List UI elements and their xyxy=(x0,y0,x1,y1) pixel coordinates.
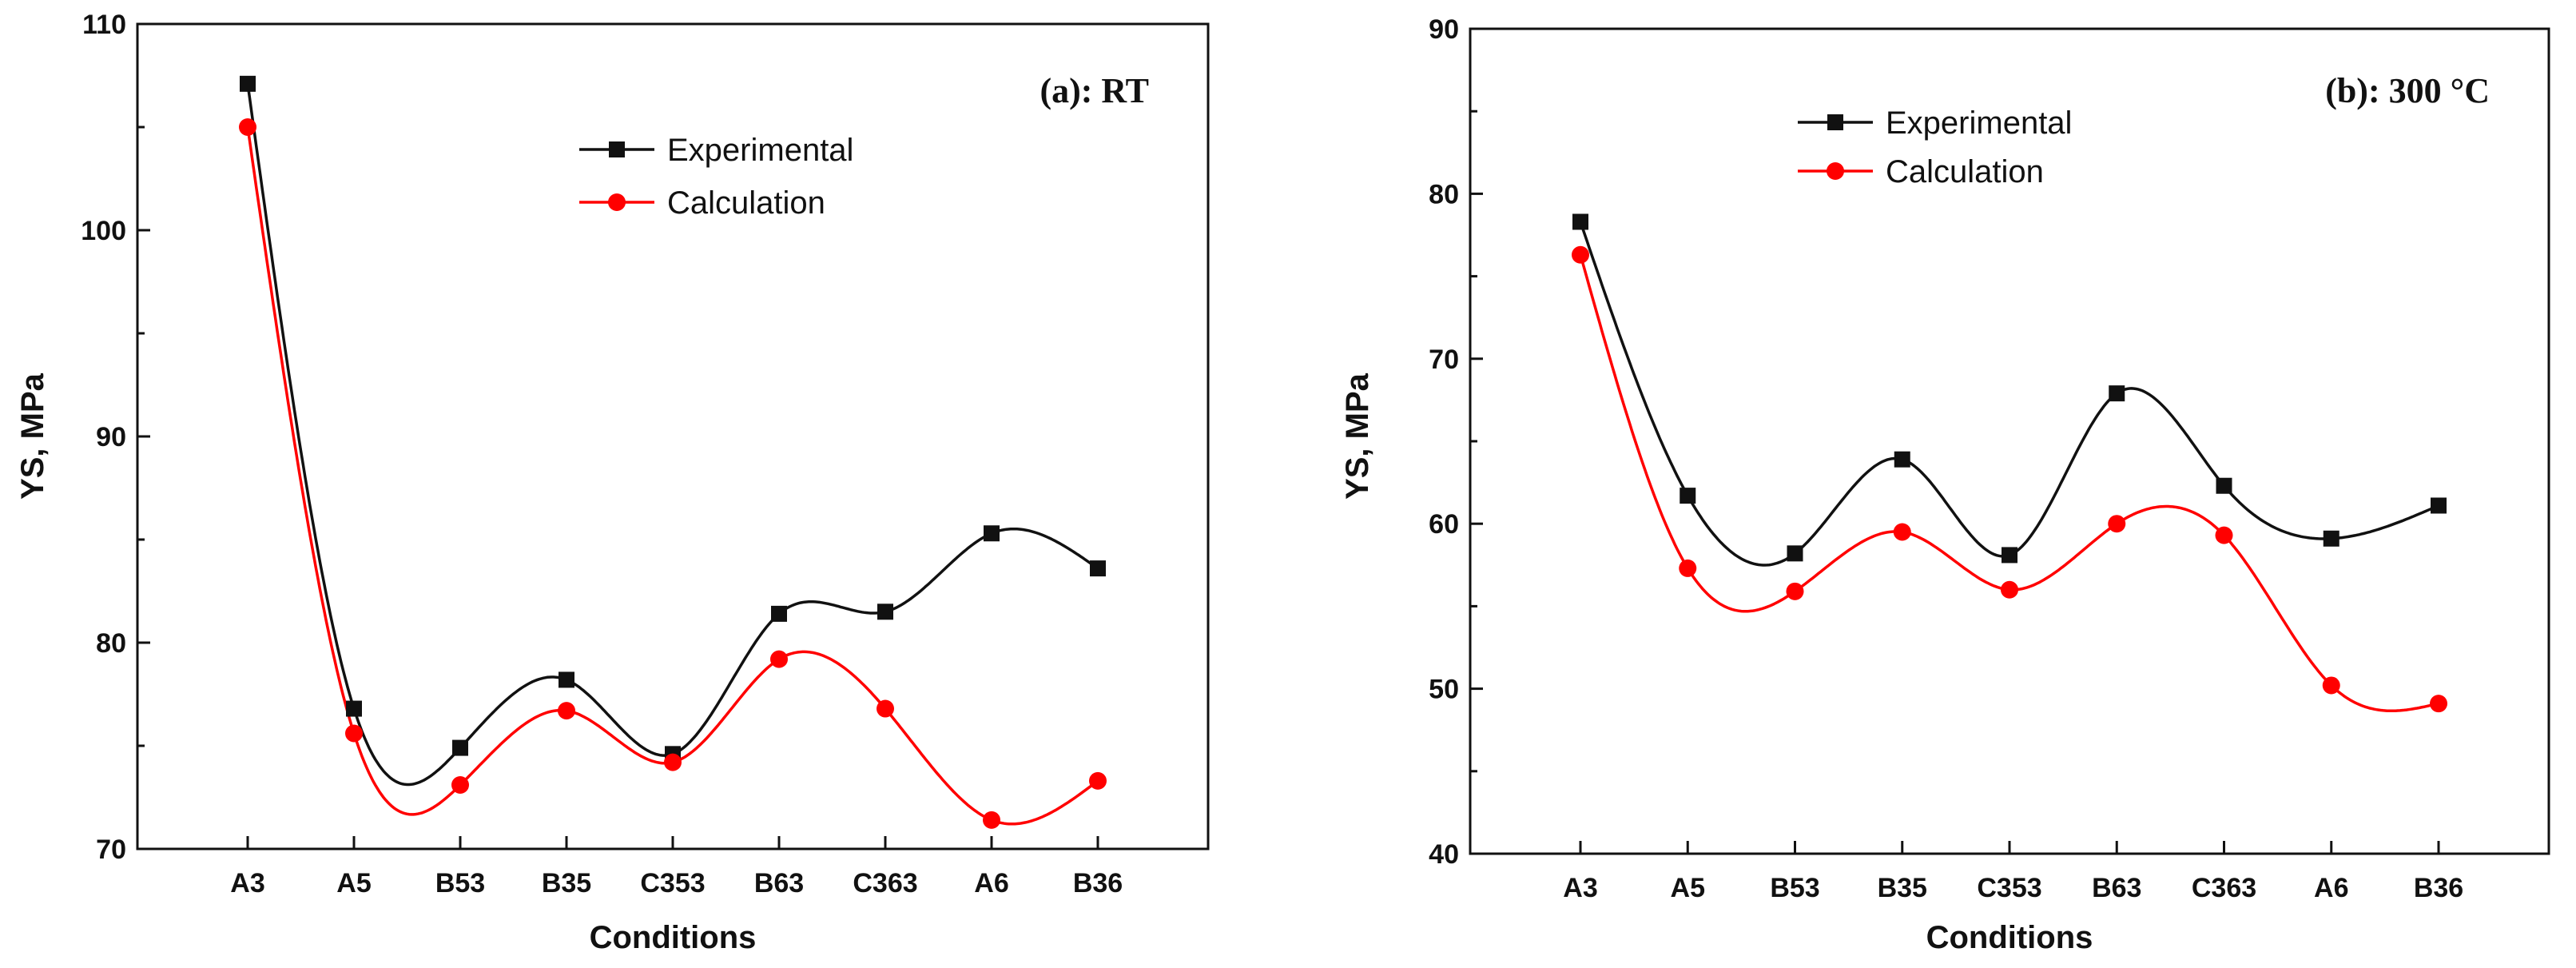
legend-label-calculation: Calculation xyxy=(1886,154,2044,189)
x-tick-label: B53 xyxy=(435,868,485,898)
chart-panel-rt: (a): RT Conditions YS, MPa 70 80 90 100 110 A… xyxy=(15,10,1210,955)
x-tick-label: B63 xyxy=(754,868,804,898)
x-tick-label: A3 xyxy=(1563,873,1597,903)
x-tick-label: B63 xyxy=(2092,873,2141,903)
y-tick-label: 110 xyxy=(82,10,126,40)
y-tick-label: 90 xyxy=(96,422,126,452)
axis-ticks: 70 80 90 100 110 A3 A5 B53 B35 C353 B63 C363 A6 B36 xyxy=(81,10,1123,898)
x-tick-label: B35 xyxy=(1878,873,1927,903)
marker-calculation-b35 xyxy=(558,702,575,720)
x-tick-label: A5 xyxy=(1671,873,1705,903)
panel-title: (b): 300 °C xyxy=(2325,71,2490,110)
marker-experimental-b63 xyxy=(2109,385,2125,402)
legend-marker-experimental xyxy=(609,141,625,157)
chart-panel-300c: (b): 300 °C Conditions YS, MPa 40 50 60 70 8… xyxy=(1340,14,2550,955)
marker-experimental-a5 xyxy=(1680,488,1696,504)
marker-calculation-b53 xyxy=(1786,582,1804,600)
y-tick-label: 60 xyxy=(1429,509,1459,540)
y-tick-label: 90 xyxy=(1429,14,1459,45)
x-tick-label: B35 xyxy=(542,868,591,898)
marker-experimental-c363 xyxy=(2216,477,2232,494)
x-tick-label: B36 xyxy=(1073,868,1123,898)
marker-experimental-b36 xyxy=(1090,560,1106,577)
y-tick-label: 70 xyxy=(1429,345,1459,375)
axis-ticks: 40 50 60 70 80 90 A3 A5 B53 B35 C353 B63 C363 A6 B36 xyxy=(1429,14,2463,903)
legend-label-experimental: Experimental xyxy=(667,133,853,168)
y-tick-label: 80 xyxy=(1429,179,1459,209)
y-tick-label: 70 xyxy=(96,835,126,865)
x-axis-title: Conditions xyxy=(590,920,757,955)
marker-calculation-b63 xyxy=(770,650,788,668)
marker-calculation-a6 xyxy=(2322,676,2340,695)
marker-calculation-a5 xyxy=(1679,559,1697,577)
marker-calculation-b36 xyxy=(2430,695,2447,713)
x-tick-label: C363 xyxy=(853,868,917,898)
legend-marker-calculation xyxy=(608,193,626,211)
x-axis-title: Conditions xyxy=(1926,920,2093,955)
legend: Experimental Calculation xyxy=(1798,106,2072,189)
marker-calculation-c353 xyxy=(2001,580,2018,599)
legend-label-experimental: Experimental xyxy=(1886,106,2072,141)
marker-experimental-c363 xyxy=(877,604,893,620)
y-tick-label: 50 xyxy=(1429,675,1459,705)
x-tick-label: A6 xyxy=(974,868,1008,898)
legend-marker-experimental xyxy=(1827,114,1843,130)
marker-experimental-b35 xyxy=(1894,451,1910,468)
legend: Experimental Calculation xyxy=(579,133,853,221)
marker-experimental-b35 xyxy=(559,671,574,688)
marker-experimental-a6 xyxy=(2323,530,2339,547)
x-tick-label: A5 xyxy=(336,868,371,898)
marker-experimental-a3 xyxy=(240,75,256,92)
x-tick-label: C353 xyxy=(1977,873,2041,903)
x-tick-label: C363 xyxy=(2192,873,2256,903)
marker-experimental-a3 xyxy=(1572,213,1588,230)
x-tick-label: A6 xyxy=(2314,873,2348,903)
marker-calculation-a3 xyxy=(1572,245,1589,264)
x-tick-label: B36 xyxy=(2414,873,2463,903)
marker-calculation-b35 xyxy=(1893,523,1911,541)
legend-label-calculation: Calculation xyxy=(667,185,825,221)
data-markers xyxy=(239,75,1107,829)
marker-experimental-c353 xyxy=(2002,547,2017,564)
marker-experimental-a6 xyxy=(984,525,1000,542)
panel-title: (a): RT xyxy=(1040,71,1149,110)
marker-calculation-a5 xyxy=(345,724,363,743)
marker-experimental-a5 xyxy=(346,700,362,717)
marker-calculation-a6 xyxy=(983,811,1000,829)
y-axis-title: YS, MPa xyxy=(15,372,50,500)
x-tick-label: C353 xyxy=(640,868,705,898)
y-axis-title: YS, MPa xyxy=(1340,372,1375,500)
data-markers xyxy=(1572,213,2447,713)
marker-experimental-b53 xyxy=(452,739,468,756)
marker-calculation-a3 xyxy=(239,118,256,136)
marker-experimental-b53 xyxy=(1787,545,1803,562)
x-tick-label: A3 xyxy=(230,868,264,898)
marker-calculation-b53 xyxy=(451,776,469,795)
marker-calculation-c353 xyxy=(664,753,682,771)
marker-calculation-c363 xyxy=(2215,526,2233,544)
marker-calculation-c363 xyxy=(877,699,894,718)
marker-experimental-b63 xyxy=(771,605,787,622)
marker-calculation-b63 xyxy=(2108,515,2126,533)
legend-marker-calculation xyxy=(1827,162,1844,180)
marker-calculation-b36 xyxy=(1089,771,1107,790)
x-tick-label: B53 xyxy=(1770,873,1819,903)
y-tick-label: 80 xyxy=(96,628,126,659)
y-tick-label: 100 xyxy=(81,216,126,246)
marker-experimental-b36 xyxy=(2431,497,2447,514)
y-tick-label: 40 xyxy=(1429,839,1459,870)
